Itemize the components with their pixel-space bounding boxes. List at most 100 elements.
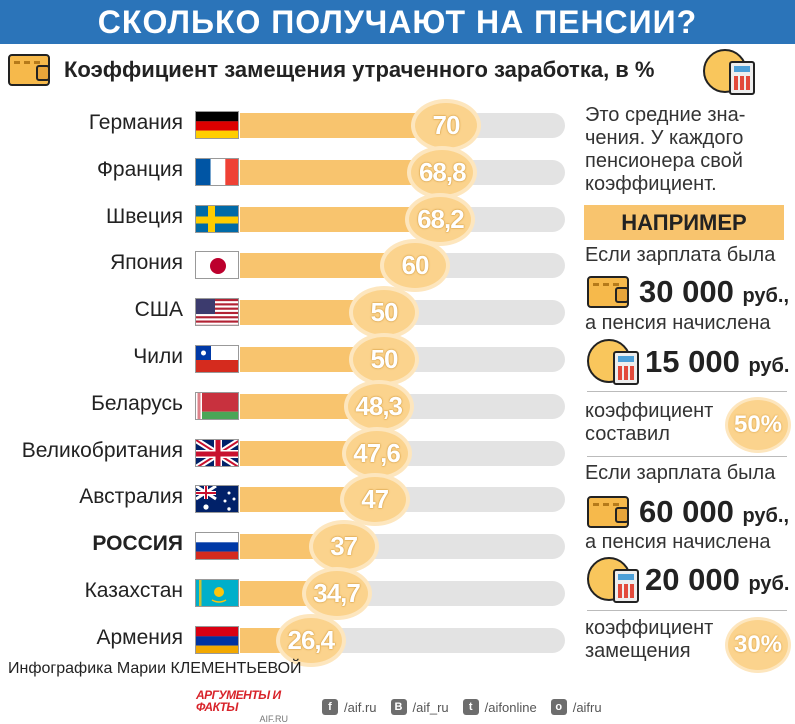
bar-row: Австралия 47 — [0, 477, 580, 523]
divider — [587, 610, 787, 611]
uk-flag-icon — [195, 438, 239, 467]
ex2-pension-amount: 20 000 — [645, 562, 740, 597]
aif-logo[interactable]: АРГУМЕНТЫ И ФАКТЫ AIF.RU — [196, 689, 288, 724]
category-label: Швеция — [106, 204, 183, 228]
ex2-percent-badge: 30% — [728, 620, 788, 670]
ex1-salary-text: Если зарплата была — [585, 244, 776, 266]
bar-row: США 50 — [0, 290, 580, 336]
bar-row: Великобритания 47,6 — [0, 430, 580, 476]
category-label: РОССИЯ — [92, 532, 183, 556]
bar-row: РОССИЯ 37 — [0, 524, 580, 570]
social-handle: /aif_ru — [412, 699, 449, 715]
facebook-icon: f — [322, 699, 338, 715]
social-handle: /aif.ru — [344, 699, 377, 715]
social-handle: /aifru — [572, 699, 602, 715]
divider — [587, 456, 787, 457]
bar-row: Япония 60 — [0, 243, 580, 289]
ex1-pension-row: 15 000 руб. — [587, 337, 789, 387]
category-label: Франция — [96, 157, 183, 181]
ex1-percent-badge: 50% — [728, 400, 788, 450]
logo-line1: АРГУМЕНТЫ И ФАКТЫ — [196, 688, 281, 714]
value-label: 68,2 — [417, 203, 465, 234]
ex2-salary-amount: 60 000 — [639, 494, 734, 529]
bar-row: Швеция 68,2 — [0, 196, 580, 242]
chile-flag-icon — [195, 345, 239, 373]
ex1-result-text: коэффициент составил — [585, 400, 714, 445]
value-label: 47 — [361, 484, 389, 515]
divider — [587, 391, 787, 392]
social-link[interactable]: В/aif_ru — [390, 699, 449, 715]
example-label-box: НАПРИМЕР — [584, 205, 784, 240]
coin-calculator-icon — [587, 337, 645, 387]
japan-flag-icon — [195, 251, 239, 280]
social-link[interactable]: t/aifonline — [462, 699, 537, 715]
category-label: США — [134, 298, 183, 322]
social-links: f/aif.ru В/aif_ru t/aifonline о/aifru — [322, 699, 616, 715]
category-label: Казахстан — [84, 579, 183, 602]
value-label: 60 — [401, 250, 430, 281]
value-badge: 68,2 — [409, 196, 472, 242]
bar-row: Армения 26,4 — [0, 617, 580, 663]
social-link[interactable]: f/aif.ru — [322, 699, 377, 715]
ex1-pension-amount: 15 000 — [645, 344, 740, 379]
france-flag-icon — [195, 157, 239, 186]
page-title: СКОЛЬКО ПОЛУЧАЮТ НА ПЕНСИИ? — [97, 3, 698, 40]
ex2-pension-unit: руб. — [748, 573, 790, 595]
value-badge: 47,6 — [345, 430, 408, 476]
header-banner: СКОЛЬКО ПОЛУЧАЮТ НА ПЕНСИИ? — [0, 0, 795, 44]
vk-icon: В — [390, 699, 407, 715]
wallet-icon — [587, 496, 629, 528]
ex2-salary-row: 60 000 руб., — [587, 494, 789, 530]
value-badge: 70 — [415, 103, 477, 148]
logo-line2: AIF.RU — [259, 714, 288, 724]
example-label: НАПРИМЕР — [621, 209, 747, 235]
bar-row: Беларусь 48,3 — [0, 383, 580, 429]
note-text: Это средние зна- чения. У каждого пенсио… — [585, 104, 746, 195]
ex2-percent: 30% — [733, 631, 783, 658]
value-badge: 47 — [343, 477, 406, 523]
value-badge: 60 — [384, 243, 446, 289]
social-handle: /aifonline — [484, 699, 537, 715]
category-label: Германия — [88, 111, 183, 134]
value-badge: 68,8 — [411, 149, 474, 195]
category-label: Армения — [96, 625, 183, 649]
ex1-salary-row: 30 000 руб., — [587, 274, 789, 310]
bar-row: Франция 68,8 — [0, 149, 580, 195]
value-label: 50 — [370, 297, 399, 328]
category-label: Япония — [110, 251, 183, 275]
category-label: Австралия — [79, 485, 183, 509]
ex2-pension-text: а пенсия начислена — [585, 531, 771, 553]
value-badge: 50 — [353, 337, 415, 382]
armenia-flag-icon — [195, 625, 239, 654]
sweden-flag-icon — [195, 204, 239, 233]
value-label: 68,8 — [418, 156, 467, 187]
value-label: 37 — [330, 531, 358, 562]
coin-calculator-icon — [587, 555, 645, 605]
ex1-pension-text: а пенсия начислена — [585, 312, 771, 334]
social-link[interactable]: о/aifru — [550, 699, 602, 715]
value-label: 34,7 — [313, 578, 361, 608]
value-label: 70 — [432, 110, 461, 140]
wallet-icon — [8, 54, 50, 86]
value-badge: 26,4 — [279, 617, 342, 663]
value-label: 26,4 — [287, 624, 336, 655]
value-label: 50 — [370, 344, 399, 374]
chart-subtitle: Коэффициент замещения утраченного зарабо… — [64, 57, 655, 82]
credit-text: Инфографика Марии КЛЕМЕНТЬЕВОЙ — [8, 660, 302, 677]
value-badge: 34,7 — [305, 571, 368, 616]
value-label: 48,3 — [355, 390, 403, 421]
value-badge: 48,3 — [347, 383, 410, 429]
kazakhstan-flag-icon — [195, 579, 239, 607]
ex1-pension-unit: руб. — [748, 355, 790, 377]
footer: АРГУМЕНТЫ И ФАКТЫ AIF.RU f/aif.ru В/aif_r… — [0, 689, 795, 724]
twitter-icon: t — [462, 699, 479, 715]
germany-flag-icon — [195, 111, 239, 139]
subtitle-row: Коэффициент замещения утраченного зарабо… — [8, 50, 708, 90]
category-label: Великобритания — [21, 438, 183, 462]
bar-row: Германия 70 — [0, 103, 580, 148]
ex2-salary-unit: руб., — [742, 505, 789, 527]
usa-flag-icon — [195, 298, 239, 327]
value-label: 47,6 — [353, 437, 401, 468]
ex2-salary-text: Если зарплата была — [585, 462, 776, 484]
ex2-pension-row: 20 000 руб. — [587, 555, 789, 605]
